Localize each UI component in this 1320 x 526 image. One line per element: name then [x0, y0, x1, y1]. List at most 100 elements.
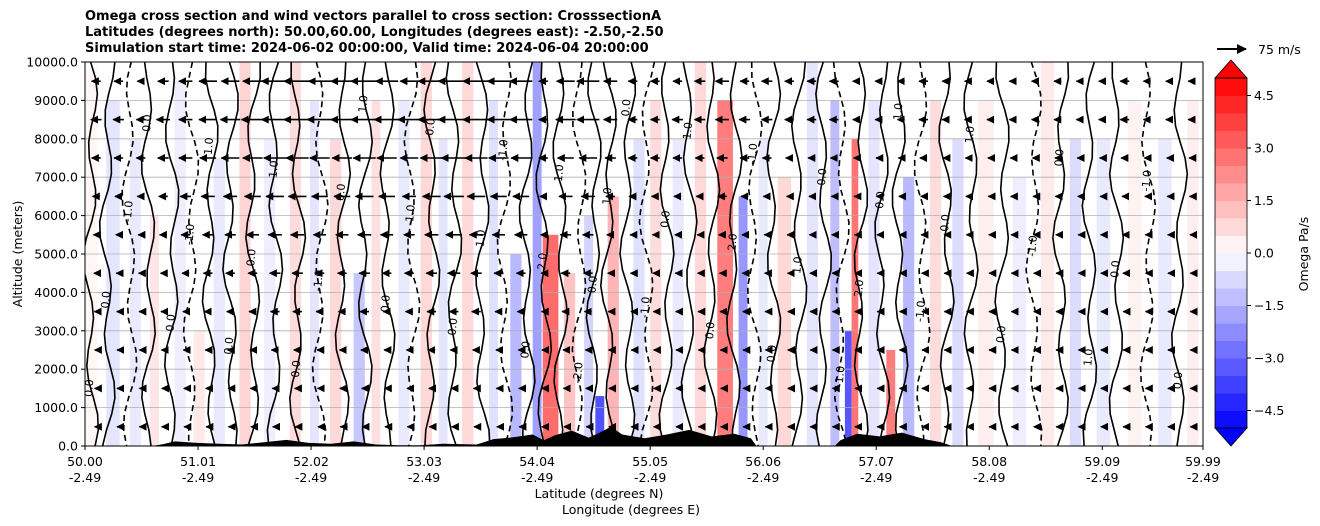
colorbar-band	[1215, 130, 1247, 149]
omega-colorbar: −4.5 −3.0 −1.5 0.0 1.5 3.0 4.5	[1214, 59, 1284, 447]
colorbar-band	[1215, 375, 1247, 394]
y-axis-label: Altitude (meters)	[10, 201, 25, 308]
omega-contour-line	[680, 62, 698, 446]
x-tick-label-latitude: 59.99	[1185, 454, 1221, 469]
omega-contour-line	[1025, 62, 1043, 446]
omega-contour-line	[403, 62, 421, 446]
colorbar-tick-label: −4.5	[1254, 403, 1284, 418]
colorbar-band	[1215, 253, 1247, 271]
contour-label: 0.0	[289, 360, 303, 379]
omega-contour-line	[853, 62, 869, 446]
colorbar-tick-label: 0.0	[1254, 246, 1274, 261]
omega-contour-line	[535, 62, 553, 446]
omega-contour-line	[266, 62, 284, 446]
omega-cell	[929, 100, 942, 446]
contour-label: -1.0	[121, 200, 136, 223]
contour-label: -1.0	[1139, 169, 1154, 192]
colorbar-band	[1215, 183, 1247, 201]
omega-cell	[86, 69, 98, 446]
omega-contour-line	[311, 62, 329, 446]
colorbar-band	[1215, 358, 1247, 376]
omega-contour-line	[1052, 62, 1070, 446]
omega-contour-line	[334, 62, 352, 446]
x-tick-label-latitude: 54.04	[519, 454, 555, 469]
omega-contour-line	[658, 62, 675, 446]
colorbar-tick-label: 4.5	[1254, 88, 1274, 103]
contour-label: 0.0	[994, 325, 1008, 344]
x-tick-label-longitude: -2.49	[747, 470, 779, 485]
omega-cell	[1128, 100, 1142, 446]
y-tick-label: 9000.0	[34, 93, 78, 108]
omega-cell	[844, 330, 852, 446]
contour-label: 1.0	[356, 95, 370, 114]
contour-label: 0.0	[378, 294, 392, 313]
x-tick-label-latitude: 57.07	[858, 454, 894, 469]
y-tick-label: 2000.0	[34, 362, 78, 377]
omega-contour-line	[599, 62, 618, 446]
x-tick-label-latitude: 59.09	[1084, 454, 1120, 469]
omega-contour-line	[423, 62, 441, 446]
colorbar-band	[1215, 113, 1247, 131]
y-tick-label: 3000.0	[34, 323, 78, 338]
x-tick-label-latitude: 56.06	[745, 454, 781, 469]
omega-cell	[868, 100, 880, 446]
colorbar-tick-label: −1.5	[1254, 298, 1284, 313]
omega-contour-line	[1081, 62, 1098, 446]
omega-contour-line	[379, 62, 396, 446]
contour-label: -1.0	[913, 300, 928, 323]
contour-label: -1.0	[1025, 235, 1040, 258]
contour-label: 1.0	[474, 229, 488, 248]
wind-vector-layer	[89, 77, 1198, 431]
colorbar-band	[1215, 165, 1247, 184]
omega-cell	[213, 158, 225, 446]
omega-contour-line	[815, 62, 833, 446]
omega-contour-line	[85, 62, 100, 446]
contour-label: 0.0	[222, 337, 236, 356]
x-tick-label-longitude: -2.49	[1086, 470, 1118, 485]
quiver-key-label: 75 m/s	[1258, 42, 1301, 57]
contour-label: 1.0	[552, 164, 566, 183]
x-tick-label-longitude: -2.49	[182, 470, 214, 485]
x-tick-label-latitude: 50.00	[67, 454, 103, 469]
omega-contour-line	[874, 62, 891, 446]
contour-label: -2.0	[571, 361, 586, 384]
omega-contour-line	[726, 62, 743, 446]
colorbar-band	[1215, 200, 1247, 219]
omega-cell	[886, 350, 896, 446]
contour-label: 2.0	[725, 233, 739, 252]
omega-contour-line	[585, 62, 602, 446]
x-tick-label-longitude: -2.49	[860, 470, 892, 485]
colorbar-band	[1215, 323, 1247, 341]
y-tick-label: 4000.0	[34, 285, 78, 300]
omega-cell	[309, 100, 319, 446]
x-axis-label-latitude: Latitude (degrees N)	[535, 486, 664, 501]
omega-contour-line	[552, 62, 569, 446]
y-tick-label: 7000.0	[34, 170, 78, 185]
omega-cell	[193, 330, 205, 446]
contour-label: 1.0	[790, 256, 804, 275]
x-tick-label-latitude: 53.03	[406, 454, 442, 469]
terrain-profile	[85, 426, 1203, 446]
omega-contour-line	[1139, 62, 1157, 446]
omega-contour-line	[496, 62, 514, 446]
colorbar-band	[1215, 235, 1247, 254]
omega-contour-line	[518, 62, 536, 446]
omega-contour-line	[357, 62, 374, 446]
contour-label: 2.0	[852, 279, 866, 298]
omega-contour-line	[222, 62, 239, 446]
colorbar-band	[1215, 340, 1247, 359]
contour-label: 0.0	[1108, 260, 1122, 279]
contour-label: 0.0	[518, 340, 532, 359]
colorbar-tick-label: 1.5	[1254, 193, 1274, 208]
colorbar-band	[1215, 78, 1247, 96]
contour-label: -1.0	[403, 204, 418, 227]
y-tick-label: 8000.0	[34, 131, 78, 146]
y-tick-label: 0.0	[58, 439, 78, 454]
omega-cell	[903, 177, 915, 446]
x-tick-label-latitude: 52.02	[293, 454, 329, 469]
contour-label: 1.0	[891, 102, 905, 121]
omega-cell	[777, 177, 792, 446]
omega-contour-line	[619, 62, 637, 446]
y-axis: 0.0 1000.0 2000.0 3000.0 4000.0 5000.0 6000.0 7…	[26, 55, 85, 454]
colorbar-extend-max	[1214, 59, 1248, 79]
